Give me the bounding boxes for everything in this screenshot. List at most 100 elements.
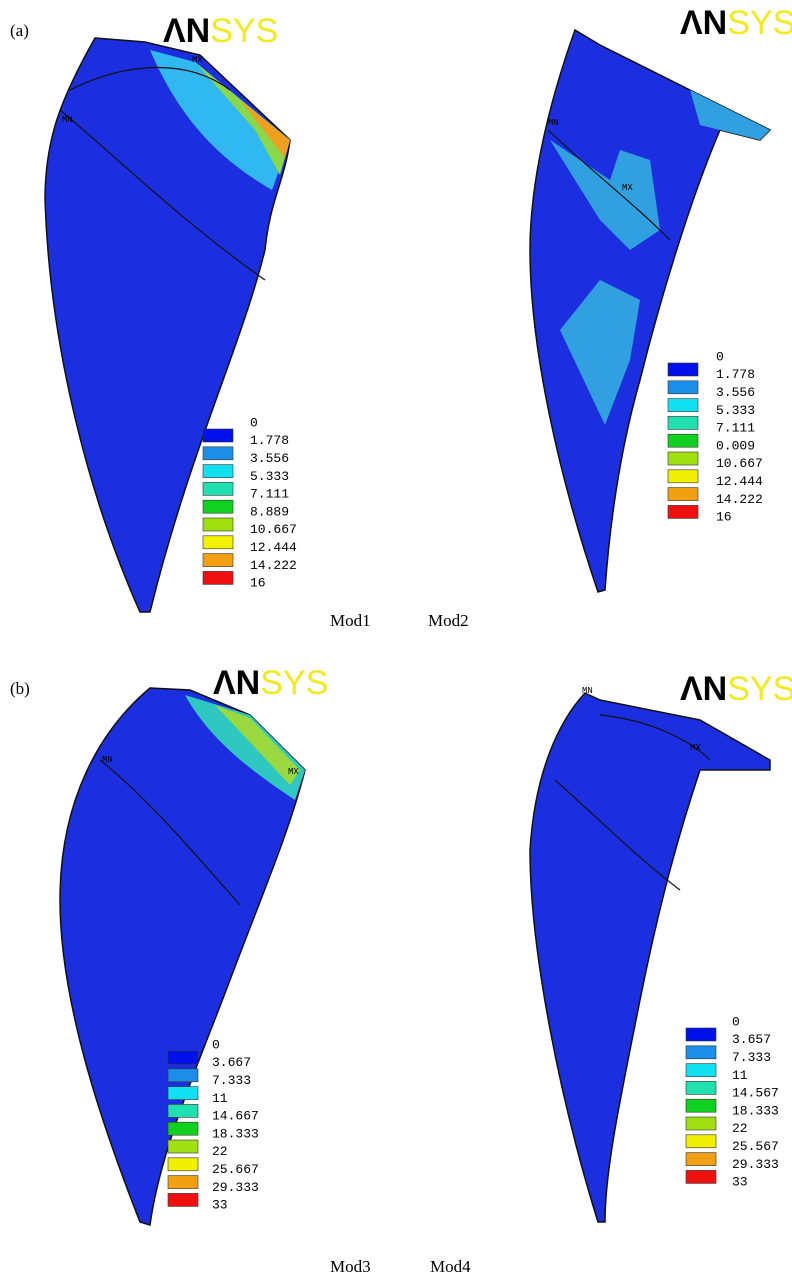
legend-swatch: [167, 1086, 199, 1100]
logo-an: ΛN: [680, 670, 727, 708]
legend-swatch: [202, 446, 234, 461]
legend-swatch: [667, 487, 699, 501]
legend-swatch: [202, 553, 234, 567]
legend-label: 1.778: [716, 367, 755, 382]
legend-swatch: [685, 1045, 717, 1060]
legend-swatch: [667, 451, 699, 466]
legend-label: 14.222: [716, 492, 763, 507]
contour: [195, 62, 290, 175]
caption: Mod1: [330, 611, 371, 630]
legend: 0 3.667 7.333 11 14.667 18.333 22 25.667 29.333 3…: [167, 1037, 259, 1213]
legend-swatch: [202, 517, 234, 532]
legend-label: 11: [732, 1068, 748, 1083]
legend-swatch: [202, 499, 234, 514]
legend-label: 1.778: [250, 433, 289, 448]
node-label: MN: [102, 755, 113, 765]
logo-an: ΛN: [680, 4, 727, 42]
legend-swatch: [667, 398, 699, 412]
legend-label: 33: [212, 1198, 228, 1213]
legend-swatch: [685, 1081, 717, 1095]
legend-label: 18.333: [732, 1103, 779, 1118]
logo-sys: SYS: [260, 664, 328, 702]
legend-label: 7.333: [212, 1073, 251, 1088]
legend-label: 10.667: [250, 522, 297, 537]
logo-an: ΛN: [163, 12, 210, 50]
node-label: MN: [548, 118, 559, 128]
legend-swatch: [167, 1050, 199, 1065]
legend: 0 1.778 3.556 5.333 7.111 8.889 10.667 12.444 14…: [202, 415, 297, 591]
legend-label: 0: [212, 1037, 220, 1052]
logo: ΛNSYS: [213, 664, 328, 702]
blade: [44, 37, 291, 613]
blade: [59, 687, 306, 1226]
legend-label: 3.667: [212, 1055, 251, 1070]
legend-label: 10.667: [716, 456, 763, 471]
logo-an: ΛN: [213, 664, 260, 702]
logo-sys: SYS: [727, 670, 792, 708]
panel-label: (a): [10, 21, 29, 40]
legend-swatch: [167, 1068, 199, 1083]
legend-swatch: [667, 362, 699, 377]
panel-label: (b): [10, 679, 30, 698]
legend-label: 25.667: [212, 1162, 259, 1177]
logo: ΛNSYS: [163, 12, 278, 50]
legend-swatch: [667, 505, 699, 519]
legend-label: 12.444: [250, 540, 297, 555]
logo-sys: SYS: [727, 4, 792, 42]
legend-label: 0: [732, 1014, 740, 1029]
seam: [99, 759, 241, 906]
seam: [547, 129, 671, 241]
legend-swatch: [685, 1170, 717, 1184]
legend-label: 16: [250, 576, 266, 591]
legend: 0 1.778 3.556 5.333 7.111 0.009 10.667 12.444 14…: [667, 349, 763, 525]
legend-swatch: [167, 1139, 199, 1154]
legend-swatch: [685, 1134, 717, 1149]
contour: [560, 280, 640, 425]
legend-label: 33: [732, 1175, 748, 1190]
legend-label: 18.333: [212, 1126, 259, 1141]
seam: [599, 714, 711, 761]
legend-label: 3.657: [732, 1032, 771, 1047]
caption: Mod4: [430, 1257, 471, 1276]
contour: [240, 100, 290, 158]
legend-swatch: [167, 1175, 199, 1189]
logo-sys: SYS: [210, 12, 278, 50]
legend-swatch: [685, 1063, 717, 1077]
seam: [59, 109, 266, 281]
legend-swatch: [685, 1116, 717, 1131]
legend-label: 7.333: [732, 1050, 771, 1065]
contour: [185, 695, 305, 800]
logo: ΛNSYS: [680, 4, 792, 42]
node-label: MX: [622, 183, 633, 193]
legend-label: 29.333: [732, 1157, 779, 1172]
legend-label: 14.222: [250, 558, 297, 573]
node-label: MN: [582, 686, 593, 696]
legend: 0 3.657 7.333 11 14.567 18.333 22 25.567 29.333 3…: [685, 1014, 779, 1190]
legend-label: 0.009: [716, 438, 755, 453]
legend-swatch: [685, 1027, 717, 1042]
caption: Mod2: [428, 611, 469, 630]
legend-label: 25.567: [732, 1139, 779, 1154]
legend-label: 7.111: [250, 487, 289, 502]
seam: [69, 66, 231, 91]
legend-label: 22: [212, 1144, 228, 1159]
legend-label: 29.333: [212, 1180, 259, 1195]
legend-swatch: [685, 1098, 717, 1113]
legend-label: 14.667: [212, 1109, 259, 1124]
legend-swatch: [667, 433, 699, 448]
legend-swatch: [202, 428, 234, 443]
legend-label: 22: [732, 1121, 748, 1136]
legend-label: 11: [212, 1091, 228, 1106]
contour: [150, 50, 290, 190]
node-label: MN: [62, 115, 73, 125]
contour: [690, 90, 770, 140]
legend-label: 12.444: [716, 474, 763, 489]
legend-swatch: [167, 1157, 199, 1172]
legend-swatch: [167, 1121, 199, 1136]
legend-swatch: [202, 482, 234, 496]
legend-swatch: [167, 1104, 199, 1118]
legend-label: 3.556: [716, 385, 755, 400]
legend-swatch: [202, 571, 234, 585]
node-label: MX: [690, 743, 701, 753]
